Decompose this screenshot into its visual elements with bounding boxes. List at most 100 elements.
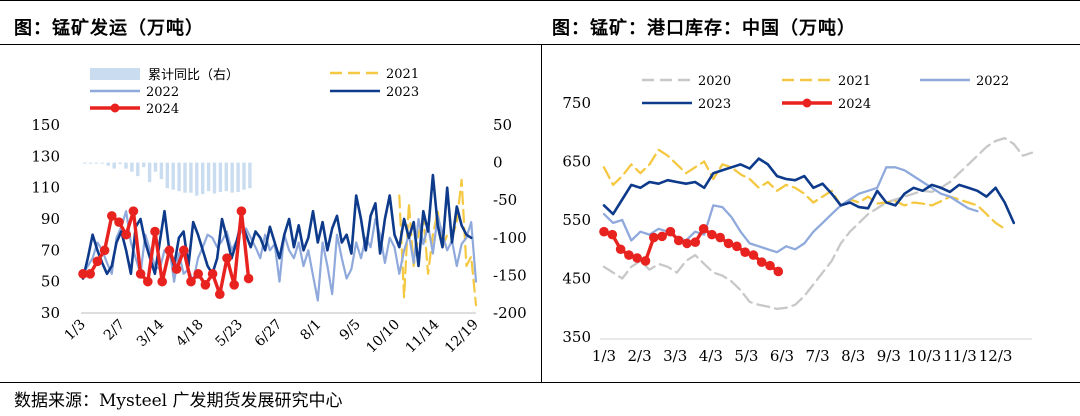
right-x-tick: 3/3 <box>663 347 687 365</box>
yoy-bar <box>224 162 228 192</box>
left-x-tick: 1/3 <box>62 317 89 344</box>
right-legend-2021-label: 2021 <box>838 74 871 89</box>
yoy-bar <box>201 162 205 195</box>
data-source: 数据来源：Mysteel 广发期货发展研究中心 <box>14 391 343 411</box>
left-y-tick: 110 <box>31 179 60 197</box>
right-2024-point <box>698 223 709 234</box>
left-x-tick: 4/18 <box>173 317 207 351</box>
yoy-bar <box>100 162 105 164</box>
left-series-2023 <box>81 173 473 280</box>
left-2024-point <box>157 276 167 287</box>
right-y-tick: 750 <box>562 94 591 112</box>
yoy-bar <box>236 162 240 192</box>
left-x-tick: 9/5 <box>337 317 364 344</box>
left-2024-point <box>186 276 196 287</box>
yoy-bar <box>165 162 169 189</box>
left-2024-point <box>143 276 153 287</box>
yoy-bar <box>153 162 158 172</box>
yoy-bar <box>206 162 211 192</box>
right-2024-point <box>624 250 634 260</box>
left-2024-point <box>128 206 139 216</box>
left-series-2022 <box>81 210 478 302</box>
right-series-2023 <box>602 157 1016 225</box>
right-x-tick: 11/3 <box>943 347 977 365</box>
left-2024-point <box>215 289 225 300</box>
right-2024-point <box>665 226 676 237</box>
yoy-bar <box>147 162 152 183</box>
yoy-bar <box>130 162 134 172</box>
right-2024-point <box>723 238 734 249</box>
right-2024-point <box>649 232 659 243</box>
left-2024-point <box>150 226 160 237</box>
left-y-tick: 50 <box>41 273 60 291</box>
right-2024-point <box>740 247 750 257</box>
left-2024-point <box>164 245 175 256</box>
left-y2-tick: -150 <box>493 266 527 284</box>
left-chart-title: 图：锰矿发运（万吨） <box>14 18 204 39</box>
right-chart-title: 图：锰矿：港口库存：中国（万吨） <box>552 18 856 39</box>
yoy-bar <box>195 162 199 196</box>
right-2024-point <box>640 256 651 266</box>
right-x-tick: 1/3 <box>592 347 616 365</box>
yoy-bar <box>83 162 87 164</box>
yoy-bar <box>88 162 93 164</box>
yoy-bar <box>142 162 146 168</box>
yoy-bar <box>171 162 175 190</box>
left-legend-2023-label: 2023 <box>386 85 419 100</box>
left-y2-tick: -200 <box>493 304 527 322</box>
left-y-tick: 150 <box>31 116 60 134</box>
right-y-tick: 550 <box>562 211 591 229</box>
left-2024-point <box>114 217 124 227</box>
left-legend-2022-label: 2022 <box>146 85 179 100</box>
right-x-tick: 12/3 <box>979 347 1013 365</box>
left-y-tick: 30 <box>41 304 60 322</box>
left-2024-point <box>200 280 211 290</box>
left-series-2021 <box>398 178 478 307</box>
right-x-tick: 4/3 <box>699 347 723 365</box>
yoy-bar <box>248 162 252 189</box>
left-2024-point <box>171 264 182 274</box>
yoy-bar <box>177 162 181 192</box>
left-2024-point <box>135 269 146 279</box>
right-2024-point <box>607 229 618 240</box>
left-y2-tick: -100 <box>493 229 527 247</box>
left-2024-point <box>92 256 103 267</box>
right-y-tick: 450 <box>562 270 591 288</box>
panel-divider <box>541 44 542 382</box>
yoy-bar <box>183 162 187 193</box>
right-2024-point <box>715 232 725 243</box>
yoy-bar <box>218 162 223 192</box>
left-y-tick: 130 <box>31 147 60 165</box>
legend-bar-swatch <box>90 68 140 80</box>
yoy-bar <box>94 162 99 164</box>
right-x-tick: 2/3 <box>628 347 652 365</box>
right-x-tick: 8/3 <box>841 347 865 365</box>
yoy-bar <box>242 162 246 190</box>
right-x-tick: 7/3 <box>806 347 830 365</box>
left-y2-tick: 50 <box>493 116 512 134</box>
left-2024-point <box>121 229 131 240</box>
right-2024-point <box>765 260 775 271</box>
right-y-tick: 350 <box>562 328 591 346</box>
right-legend-2023-label: 2023 <box>698 97 731 112</box>
right-x-tick: 6/3 <box>770 347 794 365</box>
left-y-tick: 90 <box>41 210 60 228</box>
right-2024-point <box>657 231 667 242</box>
left-2024-point <box>179 245 189 256</box>
left-legend-2021-label: 2021 <box>386 67 419 82</box>
left-x-tick: 6/27 <box>252 317 286 351</box>
right-x-tick: 10/3 <box>908 347 942 365</box>
left-legend-2024-marker <box>110 103 120 113</box>
left-2024-point <box>99 245 110 256</box>
right-2024-point <box>690 237 701 248</box>
left-2024-point <box>193 269 203 279</box>
right-2024-point <box>682 238 692 249</box>
left-x-tick: 11/14 <box>403 316 443 356</box>
yoy-bar <box>212 162 217 194</box>
left-y-tick: 70 <box>41 241 60 259</box>
left-x-tick: 3/14 <box>134 316 168 350</box>
left-2024-point <box>236 206 247 216</box>
right-2024-point <box>707 229 717 240</box>
right-legend-2024-marker <box>802 98 812 108</box>
